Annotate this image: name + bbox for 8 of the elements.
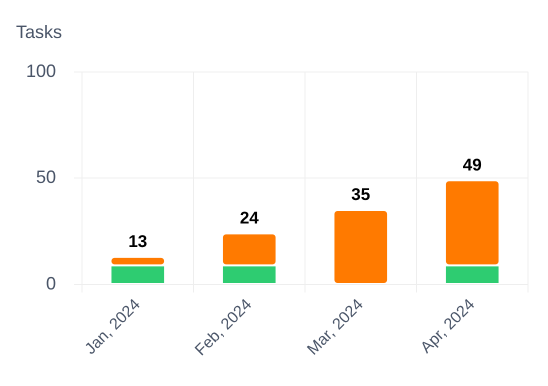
y-tick-label: 0 (46, 273, 56, 294)
y-axis-title: Tasks (16, 22, 64, 43)
y-tick-label: 100 (26, 60, 56, 81)
total-label: 13 (128, 232, 148, 252)
total-label: 24 (240, 208, 260, 228)
total-label: 49 (462, 155, 482, 174)
total-label: 35 (351, 185, 370, 204)
y-tick-label: 50 (36, 167, 56, 188)
